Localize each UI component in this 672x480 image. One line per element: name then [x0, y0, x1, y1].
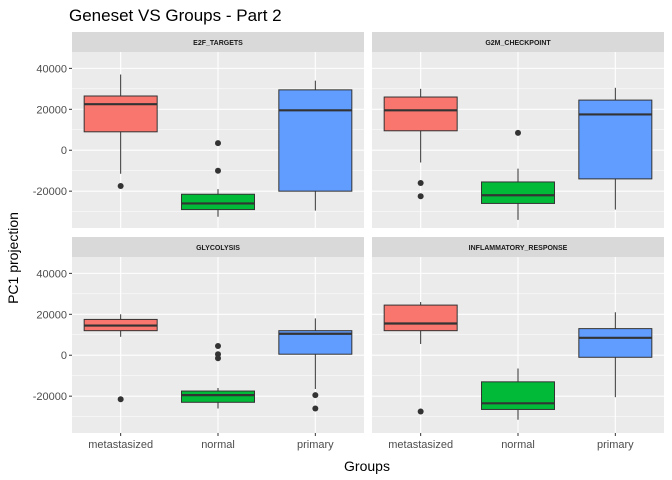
- box-normal: [181, 140, 255, 217]
- box-metastasized: [83, 314, 158, 403]
- facet-strip: [372, 237, 664, 257]
- y-tick-label: 0: [61, 350, 67, 362]
- box-iqr: [83, 95, 158, 133]
- x-axis-title: Groups: [344, 458, 390, 474]
- x-tick-label: metastasized: [388, 439, 453, 451]
- box-iqr: [578, 328, 653, 358]
- facet-panel-inflammatory-response: INFLAMMATORY_RESPONSE metastasized normal p…: [372, 237, 664, 451]
- chart-title: Geneset VS Groups - Part 2: [69, 6, 282, 25]
- facet-strip: [372, 32, 664, 52]
- y-tick-label: -20000: [33, 391, 67, 403]
- box-iqr: [481, 181, 555, 204]
- outlier-point: [312, 405, 319, 412]
- box-primary: [278, 80, 353, 211]
- outlier-point: [117, 396, 124, 403]
- facet-strip-label: INFLAMMATORY_RESPONSE: [469, 245, 568, 252]
- outlier-point: [312, 392, 319, 399]
- y-tick-label: 40000: [36, 63, 67, 75]
- box-metastasized: [83, 74, 158, 190]
- box-normal: [481, 129, 555, 220]
- box-normal: [481, 368, 555, 420]
- box-iqr: [181, 390, 255, 403]
- facet-panel-glycolysis: GLYCOLYSIS 40000 20000 0 -20000 metastasized n…: [33, 237, 364, 451]
- outlier-point: [417, 179, 424, 186]
- facet-strip-label: GLYCOLYSIS: [196, 245, 240, 252]
- facet-panels: E2F_TARGETS 40000 20000 0 -20000 G2M_CHECKPOI…: [33, 32, 664, 451]
- y-tick-label: 20000: [36, 104, 67, 116]
- y-tick-label: 20000: [36, 309, 67, 321]
- facet-panel-g2m-checkpoint: G2M_CHECKPOINT: [372, 32, 664, 228]
- outlier-point: [215, 355, 221, 362]
- box-primary: [578, 87, 653, 210]
- outlier-point: [417, 408, 424, 415]
- box-primary: [278, 318, 353, 412]
- outlier-point: [515, 129, 521, 136]
- y-tick-label: 40000: [36, 268, 67, 280]
- facet-strip-label: G2M_CHECKPOINT: [485, 40, 551, 47]
- x-tick-label: primary: [297, 439, 334, 451]
- box-iqr: [278, 330, 353, 355]
- x-tick-label: normal: [501, 439, 535, 451]
- box-metastasized: [383, 88, 458, 200]
- outlier-point: [117, 183, 124, 190]
- box-iqr: [383, 304, 458, 332]
- x-tick-label: metastasized: [88, 439, 153, 451]
- box-iqr: [578, 99, 653, 180]
- outlier-point: [215, 343, 221, 350]
- box-iqr: [181, 193, 255, 211]
- box-normal: [181, 343, 255, 409]
- facet-panel-e2f-targets: E2F_TARGETS 40000 20000 0 -20000: [33, 32, 364, 228]
- box-iqr: [278, 89, 353, 192]
- box-iqr: [383, 96, 458, 132]
- box-iqr: [481, 381, 555, 410]
- y-tick-label: 0: [61, 145, 67, 157]
- x-tick-label: normal: [201, 439, 235, 451]
- facet-strip: [72, 32, 364, 52]
- facet-strip-label: E2F_TARGETS: [193, 40, 243, 47]
- facet-strip: [72, 237, 364, 257]
- outlier-point: [417, 193, 424, 200]
- outlier-point: [215, 167, 221, 174]
- box-metastasized: [383, 302, 458, 415]
- outlier-point: [215, 140, 221, 147]
- y-tick-label: -20000: [33, 186, 67, 198]
- y-axis-title: PC1 projection: [5, 212, 21, 304]
- box-primary: [578, 312, 653, 398]
- x-tick-label: primary: [597, 439, 634, 451]
